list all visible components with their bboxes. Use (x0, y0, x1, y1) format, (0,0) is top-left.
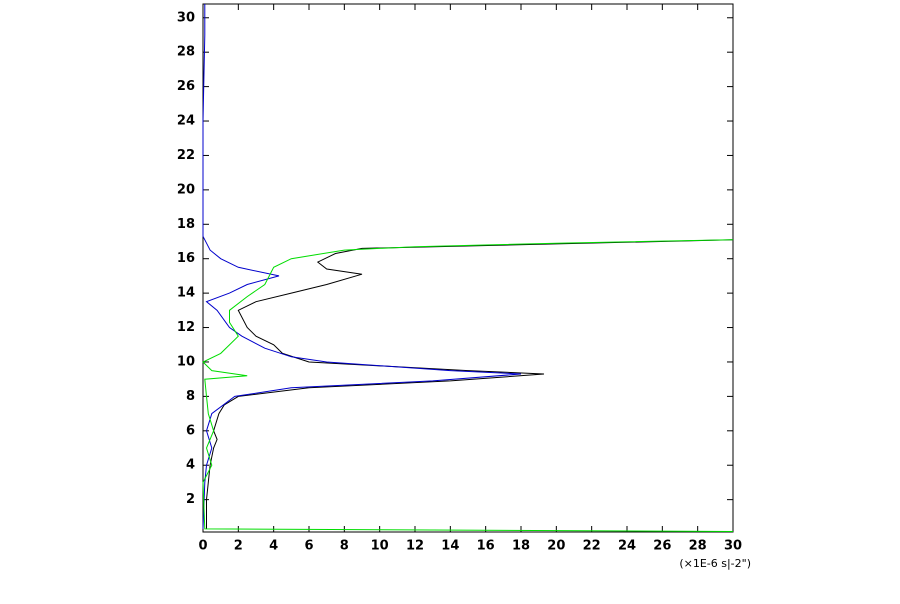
plot-frame (202, 3, 734, 533)
x-tick-label: 28 (689, 539, 707, 554)
x-tick-label: 18 (512, 539, 530, 554)
y-tick-label: 30 (177, 10, 195, 25)
x-axis-label: (×1E-6 s|-2") (679, 557, 751, 570)
x-tick-label: 0 (198, 539, 207, 554)
x-tick-label: 26 (653, 539, 671, 554)
x-tick-label: 10 (371, 539, 389, 554)
profile-line (202, 239, 734, 532)
x-tick-label: 12 (406, 539, 424, 554)
x-tick-label: 30 (724, 539, 742, 554)
y-tick-label: 4 (186, 458, 195, 473)
x-tick-label: 6 (304, 539, 313, 554)
x-tick-label: 2 (234, 539, 243, 554)
y-tick-label: 22 (177, 148, 195, 163)
y-tick-label: 28 (177, 45, 195, 60)
profile-line (206, 239, 734, 529)
y-tick-label: 12 (177, 320, 195, 335)
y-tick-label: 16 (177, 251, 195, 266)
x-tick-label: 22 (583, 539, 601, 554)
y-tick-label: 2 (186, 492, 195, 507)
x-tick-label: 24 (618, 539, 636, 554)
x-tick-label: 8 (340, 539, 349, 554)
y-tick-label: 18 (177, 217, 195, 232)
y-tick-label: 8 (186, 389, 195, 404)
x-tick-label: 16 (477, 539, 495, 554)
y-tick-label: 20 (177, 182, 195, 197)
y-tick-label: 14 (177, 286, 195, 301)
y-tick-label: 26 (177, 79, 195, 94)
y-tick-label: 10 (177, 354, 195, 369)
x-tick-label: 4 (269, 539, 278, 554)
profile-line (202, 4, 522, 529)
y-tick-label: 24 (177, 114, 195, 129)
y-tick-label: 6 (186, 423, 195, 438)
x-tick-label: 14 (441, 539, 459, 554)
x-tick-label: 20 (547, 539, 565, 554)
